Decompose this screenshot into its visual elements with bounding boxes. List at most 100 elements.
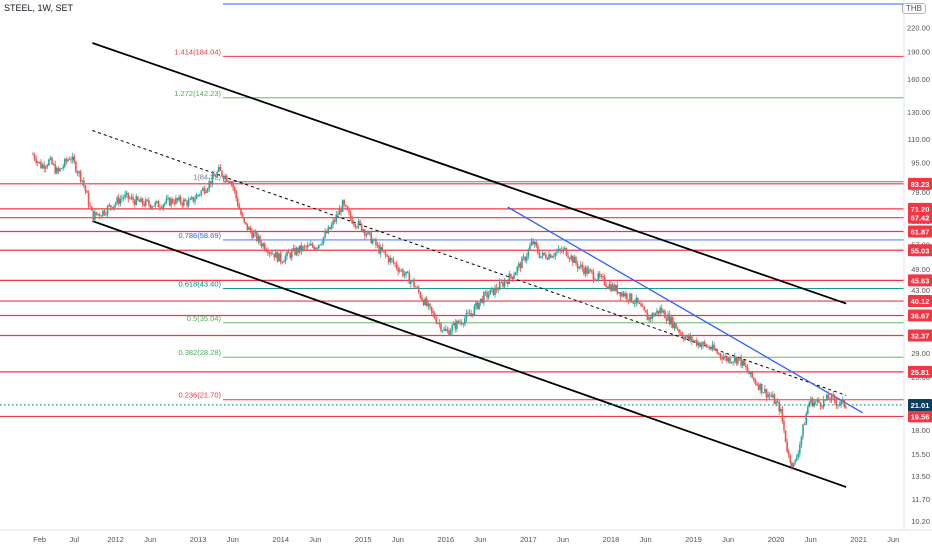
candle-body [524, 256, 526, 261]
time-tick-label: Jun [144, 535, 156, 544]
candle-body [449, 331, 452, 335]
candle-body [610, 284, 612, 291]
candle-body [506, 281, 509, 284]
candle-body [732, 361, 734, 363]
candle-body [365, 234, 368, 236]
candle-body [546, 258, 549, 260]
candle-body [565, 247, 568, 256]
candle-body [573, 257, 576, 263]
candle-body [652, 313, 655, 317]
candle-body [559, 248, 561, 251]
candle-body [460, 322, 463, 324]
time-axis[interactable]: Feb Jul 2012 Jun 2013 Jun 2014 Jun 2015 Jun 2016 Ju… [33, 535, 899, 544]
candle-body [548, 254, 550, 260]
candle-body [697, 342, 700, 346]
candle-body [317, 244, 320, 249]
candle-body [325, 231, 328, 234]
candle-body [422, 300, 425, 305]
time-tick-label: 2014 [272, 535, 289, 544]
candle-body [737, 357, 739, 364]
candle-body [511, 276, 514, 279]
candle-body [700, 344, 703, 347]
candle-body [784, 430, 787, 442]
candle-body [643, 306, 646, 311]
candle-body [692, 340, 695, 342]
candle-body [246, 223, 249, 230]
candle-body [230, 182, 233, 184]
price-tick-label: 10.20 [911, 517, 930, 526]
candle-body [265, 249, 268, 252]
candle-body [452, 322, 455, 326]
candle-body [622, 292, 625, 297]
trendline-downtrend [507, 206, 864, 414]
candle-body [116, 197, 118, 204]
candle-body [552, 256, 555, 258]
candle-body [595, 279, 598, 281]
candle-body [38, 161, 41, 163]
candle-body [795, 457, 798, 461]
candle-body [832, 394, 834, 397]
candle-body [375, 239, 377, 246]
candle-body [789, 454, 792, 463]
candle-body [579, 264, 582, 267]
candle-body [760, 383, 763, 393]
candle-body [386, 254, 388, 257]
candle-body [538, 252, 541, 258]
candle-body [713, 344, 715, 350]
candle-body [216, 171, 218, 177]
level-price-badge-text: 83.23 [911, 180, 930, 189]
candle-body [214, 176, 217, 178]
candle-body [494, 287, 496, 295]
time-tick-label: Jun [887, 535, 899, 544]
candle-body [786, 441, 788, 452]
candle-body [578, 266, 580, 269]
candle-body [554, 252, 557, 257]
currency-button[interactable]: THB [902, 3, 926, 14]
candle-body [383, 251, 385, 252]
candle-body [705, 344, 707, 347]
candle-body [356, 227, 358, 228]
candle-body [733, 356, 736, 362]
candle-body [281, 262, 284, 263]
candle-body [156, 201, 158, 203]
candle-body [483, 292, 485, 303]
candle-body [464, 318, 466, 325]
candle-body [63, 159, 66, 167]
candle-body [319, 244, 322, 246]
candle-body [119, 198, 122, 204]
candle-body [519, 263, 522, 269]
candle-body [36, 161, 39, 163]
fibonacci-retracement[interactable]: 1.414(184.04) 1.272(142.23) 1(84.32) 0.786(… [174, 3, 904, 401]
time-tick-label: 2015 [355, 535, 372, 544]
candle-body [540, 256, 542, 258]
candle-body [792, 462, 795, 467]
level-price-badge [908, 225, 932, 238]
candle-body [305, 246, 307, 248]
candle-body [333, 220, 336, 222]
candle-body [195, 194, 198, 200]
candle-body [681, 333, 684, 337]
candle-body [418, 287, 420, 293]
horizontal-levels[interactable] [0, 183, 904, 418]
level-price-badge [908, 211, 932, 224]
candle-body [192, 197, 195, 202]
candle-body [821, 406, 823, 408]
candle-body [202, 188, 204, 191]
candle-body [467, 312, 469, 314]
time-tick-label: 2018 [603, 535, 620, 544]
candle-body [411, 279, 414, 281]
candle-body [586, 267, 588, 274]
level-price-badge [908, 309, 932, 322]
candle-body [794, 460, 796, 463]
candle-body [364, 229, 366, 236]
time-tick-label: Jun [805, 535, 817, 544]
candle-body [208, 181, 211, 189]
candle-body [827, 394, 830, 400]
candle-body [492, 287, 495, 295]
time-tick-label: Jun [309, 535, 321, 544]
trendlines[interactable] [92, 42, 864, 488]
candle-body [443, 328, 446, 331]
candle-body [140, 198, 142, 203]
candle-body [611, 284, 614, 291]
